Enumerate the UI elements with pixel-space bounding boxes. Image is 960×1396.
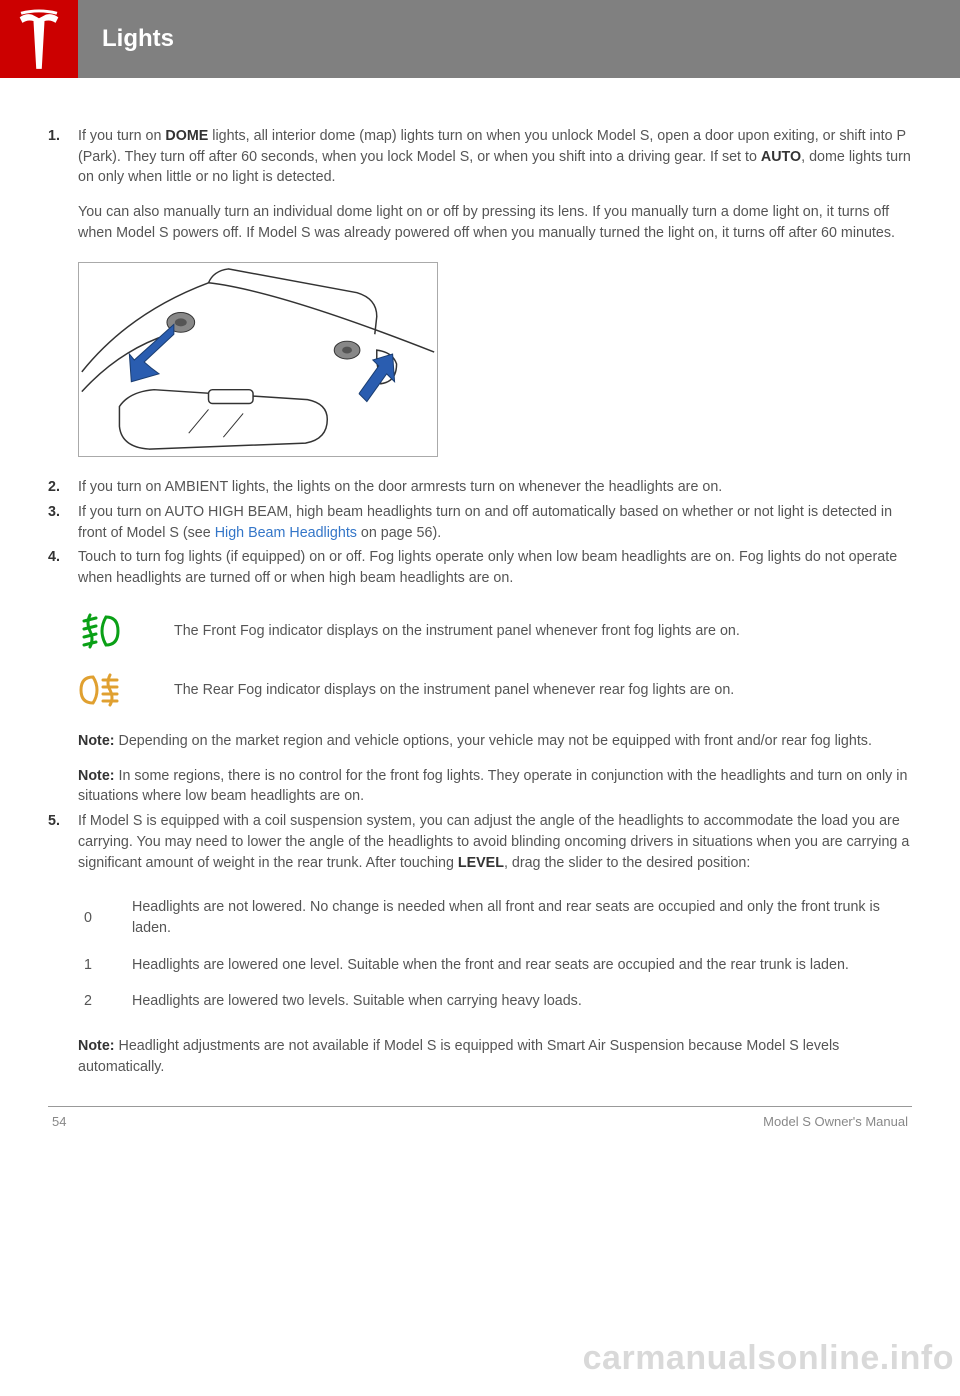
document-title: Model S Owner's Manual bbox=[763, 1113, 908, 1132]
level-number: 1 bbox=[78, 955, 132, 976]
watermark: carmanualsonline.info bbox=[0, 1339, 960, 1378]
item-number: 4. bbox=[48, 547, 78, 807]
level-description: Headlights are lowered two levels. Suita… bbox=[132, 991, 912, 1012]
tesla-logo bbox=[0, 0, 78, 78]
item-number: 3. bbox=[48, 502, 78, 543]
list-item-2: 2. If you turn on AMBIENT lights, the li… bbox=[48, 477, 912, 498]
level-row: 0 Headlights are not lowered. No change … bbox=[78, 889, 912, 946]
list-item-4: 4. Touch to turn fog lights (if equipped… bbox=[48, 547, 912, 807]
item-text: If you turn on AMBIENT lights, the light… bbox=[78, 477, 912, 498]
page-footer: 54 Model S Owner's Manual bbox=[48, 1106, 912, 1138]
front-fog-indicator-row: The Front Fog indicator displays on the … bbox=[78, 613, 912, 649]
list-item-1: 1. If you turn on DOME lights, all inter… bbox=[48, 126, 912, 473]
level-row: 2 Headlights are lowered two levels. Sui… bbox=[78, 983, 912, 1020]
item-text: Touch to turn fog lights (if equipped) o… bbox=[78, 547, 912, 807]
list-item-3: 3. If you turn on AUTO HIGH BEAM, high b… bbox=[48, 502, 912, 543]
page-content: 1. If you turn on DOME lights, all inter… bbox=[0, 78, 960, 1137]
rear-fog-icon bbox=[78, 673, 124, 707]
item-number: 1. bbox=[48, 126, 78, 473]
tesla-logo-icon bbox=[16, 9, 62, 69]
rear-fog-indicator-row: The Rear Fog indicator displays on the i… bbox=[78, 673, 912, 707]
level-row: 1 Headlights are lowered one level. Suit… bbox=[78, 947, 912, 984]
level-number: 0 bbox=[78, 897, 132, 938]
front-fog-description: The Front Fog indicator displays on the … bbox=[174, 621, 912, 642]
item-text: If Model S is equipped with a coil suspe… bbox=[78, 811, 912, 1077]
rear-fog-description: The Rear Fog indicator displays on the i… bbox=[174, 680, 912, 701]
front-fog-icon bbox=[78, 613, 124, 649]
level-table: 0 Headlights are not lowered. No change … bbox=[78, 889, 912, 1020]
level-description: Headlights are lowered one level. Suitab… bbox=[132, 955, 912, 976]
item-text: If you turn on AUTO HIGH BEAM, high beam… bbox=[78, 502, 912, 543]
list-item-5: 5. If Model S is equipped with a coil su… bbox=[48, 811, 912, 1077]
level-number: 2 bbox=[78, 991, 132, 1012]
level-description: Headlights are not lowered. No change is… bbox=[132, 897, 912, 938]
page-title: Lights bbox=[78, 0, 960, 78]
item-number: 5. bbox=[48, 811, 78, 1077]
dome-light-diagram bbox=[78, 262, 438, 457]
high-beam-link[interactable]: High Beam Headlights bbox=[215, 525, 357, 541]
item-text: If you turn on DOME lights, all interior… bbox=[78, 126, 912, 473]
item-number: 2. bbox=[48, 477, 78, 498]
page-header: Lights bbox=[0, 0, 960, 78]
page-number: 54 bbox=[52, 1113, 66, 1132]
